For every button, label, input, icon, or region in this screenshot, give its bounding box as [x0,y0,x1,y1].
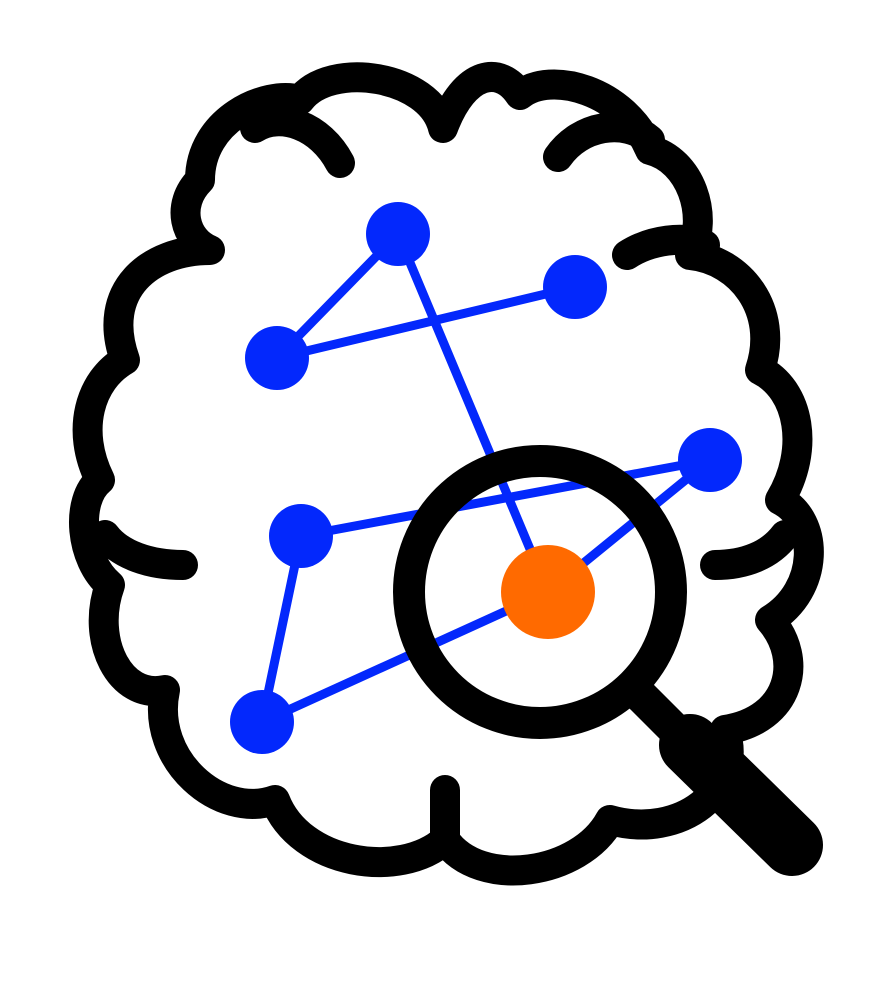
magnifying-glass-icon [393,445,823,876]
brain-fold-top-left [240,106,355,178]
magnifier-ring [393,445,687,739]
network-node [245,326,309,390]
brain-fold-right [612,224,720,270]
network-node [678,428,742,492]
brain-fold-left [90,520,198,580]
network-edge [257,587,553,727]
network-node [543,255,607,319]
network-node [366,202,430,266]
network-edge [393,229,553,597]
network-edge [272,282,580,363]
network-node [230,690,294,754]
network-nodes [230,202,742,754]
highlighted-node-icon [501,545,595,639]
brain-outline-icon [69,62,824,886]
magnifier-handle [659,714,823,876]
brain-fold-top-right [543,112,665,172]
brain-fold-right-lower [700,520,800,580]
network-node [269,504,333,568]
network-edge [296,455,715,541]
